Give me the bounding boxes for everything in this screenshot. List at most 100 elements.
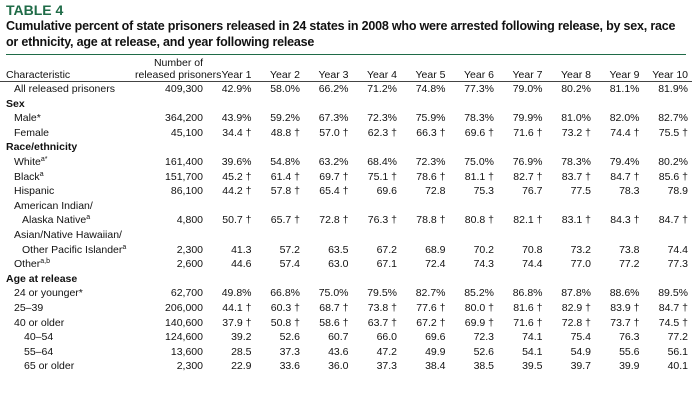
data-cell: 71.2% [367,83,397,95]
data-cell: 72.3% [367,112,397,125]
data-cell: 75.5 † [658,126,688,139]
data-cell: 79.5% [367,287,397,300]
data-cell: 82.1 † [513,214,543,227]
column-header-text: Year 10 [652,68,688,81]
data-cell: 65.4 † [319,185,349,198]
data-cell: 81.1 † [464,170,494,183]
data-cell: 22.9 [231,360,252,373]
data-cell: 54.8% [270,155,300,168]
data-cell: 79.4% [609,155,640,168]
data-cell: 85.2% [464,287,494,300]
row-label-text: All released prisoners [14,83,115,95]
data-cell: 69.9 † [464,316,494,329]
data-cell: 73.7 † [610,316,640,329]
data-cell: 78.9 [667,185,688,198]
data-cell: 75.0% [318,287,349,300]
footnote-mark: a [122,243,127,251]
footnote-mark: a [39,170,44,178]
data-cell: 69.6 [425,331,446,344]
column-header: Year 7 [498,55,547,82]
data-cell: 75.4 [570,331,591,344]
data-cell: 61.4 † [270,170,300,183]
data-cell: 62,700 [170,287,203,300]
row-label: Hispanic [6,184,131,199]
label-cell: Whitea* [0,155,135,170]
data-cell: 74.1 [522,331,543,344]
row-label: Othera,b [6,257,131,272]
data-cell: 69.6 † [464,126,494,139]
row-label: 25–39 [6,301,131,316]
section-row: Race/ethnicity [0,140,692,155]
data-cell: 57.8 † [270,185,300,198]
row-label-text: Male* [14,112,41,125]
section-label: Age at release [6,272,78,285]
row-label-text: Female [14,126,50,139]
data-cell: 37.9 † [222,316,252,329]
header-row: Characteristic Number of released prisoner… [0,55,692,82]
data-cell: 78.6 † [416,170,446,183]
data-cell: 83.7 † [561,170,591,183]
label-cell: All released prisoners [0,82,135,97]
label-cell: 24 or younger* [0,286,135,301]
row-label: Asian/Native Hawaiian/ [6,228,131,243]
data-cell: 82.7 † [513,170,543,183]
data-cell: 44.1 † [222,301,252,314]
table-row: Female 45,100 34.4 † 48.8 † 57.0 † 62.3 † 66.3… [0,126,692,141]
column-header-text: Year 6 [464,68,494,81]
data-cell: 52.6 [279,331,300,344]
data-cell: 151,700 [165,170,203,183]
data-cell: 77.2 [667,331,688,344]
table-row: 55–64 13,600 28.5 37.3 43.6 47.2 49.9 52.6 54.1 5… [0,345,692,360]
data-cell: 57.0 † [319,126,349,139]
data-cell: 36.0 [328,360,349,373]
footnote-mark: a* [40,155,48,163]
data-cell: 50.7 † [222,214,252,227]
column-header: Year 9 [595,55,644,82]
data-cell: 59.2% [270,112,300,125]
column-header-text: Year 4 [367,68,397,81]
table-row: 40 or older 140,600 37.9 † 50.8 † 58.6 † 63.7… [0,316,692,331]
data-cell: 33.6 [279,360,300,373]
data-cell: 86.8% [512,287,543,300]
data-cell: 66.0 [376,331,397,344]
data-cell: 82.7% [415,287,446,300]
data-cell: 63.0 [328,258,349,271]
data-cell: 44.6 [231,258,252,271]
data-cell: 82.9 † [561,301,591,314]
data-cell: 76.9% [512,155,543,168]
table-row: 65 or older 2,300 22.9 33.6 36.0 37.3 38.4 38.5… [0,359,692,374]
data-cell: 73.2 [570,243,591,256]
data-cell: 72.8 † [561,316,591,329]
data-cell: 39.2 [231,331,252,344]
data-cell: 74.4 † [610,126,640,139]
row-label-text: American Indian/ [14,199,93,212]
table-row: Whitea* 161,400 39.6% 54.8% 63.2% 68.4% 72.3% 7… [0,155,692,170]
row-label: Female [6,126,131,141]
data-cell: 83.9 † [610,301,640,314]
data-cell: 58.6 † [319,316,349,329]
table-row: 24 or younger* 62,700 49.8% 66.8% 75.0% 79.5%… [0,286,692,301]
section-label: Race/ethnicity [6,141,78,154]
data-cell: 40.1 [667,360,688,373]
row-label: Whitea* [6,155,131,170]
column-header: Year 8 [546,55,595,82]
data-cell: 74.4 [667,243,688,256]
row-label-text: Asian/Native Hawaiian/ [14,228,122,241]
row-label: Other Pacific Islandera [6,243,131,258]
data-cell: 4,800 [176,214,203,227]
data-cell: 67.1 [376,258,397,271]
data-cell: 66.8% [270,287,300,300]
column-header-text: Characteristic [6,68,71,81]
column-header: Year 10 [643,55,692,82]
label-cell: 65 or older [0,359,135,374]
label-cell: 55–64 [0,345,135,360]
data-cell: 65.7 † [270,214,300,227]
column-header: Year 1 [207,55,256,82]
data-cell: 57.2 [279,243,300,256]
row-label-text: Alaska Native [22,214,87,227]
data-cell: 74.3 [473,258,494,271]
data-cell: 43.6 [328,345,349,358]
data-cell: 85.6 † [658,170,688,183]
table-row: American Indian/Alaska Nativea 4,800 50.7 … [0,199,692,228]
section-label: Sex [6,97,25,110]
